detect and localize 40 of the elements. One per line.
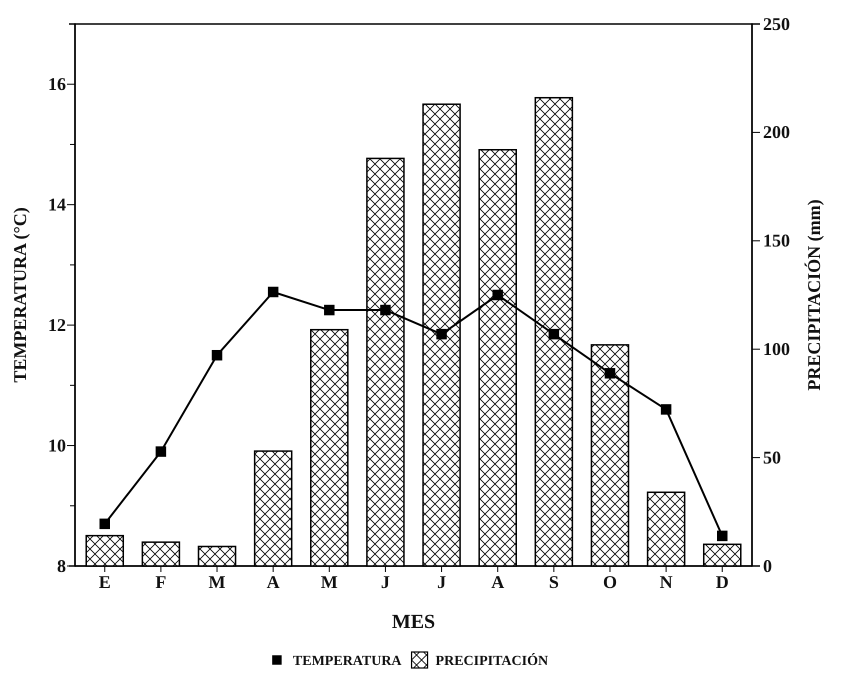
point	[436, 328, 447, 340]
x-tick-label: M	[208, 572, 226, 592]
x-tick-label: A	[491, 572, 504, 592]
point	[100, 518, 110, 530]
legend-label: PRECIPITACIÓN	[436, 652, 548, 669]
point	[604, 368, 616, 379]
point	[660, 404, 672, 415]
y-tick-label: 10	[48, 435, 66, 456]
point	[212, 350, 222, 360]
x-tick-label: O	[602, 572, 617, 592]
y2-tick-label: 150	[763, 230, 790, 251]
point	[268, 286, 278, 298]
y2-tick-label: 200	[763, 122, 790, 142]
point	[492, 290, 503, 300]
x-tick-label: N	[660, 572, 673, 592]
x-tick-label: E	[98, 572, 111, 592]
y2-axis-title: PRECIPITACIÓN (mm)	[804, 199, 824, 391]
x-tick-label: J	[380, 572, 390, 592]
y-tick-label: 14	[48, 194, 66, 214]
y2-tick-label: 50	[763, 447, 781, 468]
x-tick-label: M	[320, 572, 338, 592]
point	[324, 304, 335, 316]
y-tick-label: 16	[48, 74, 66, 94]
x-tick-label: D	[716, 572, 729, 592]
point	[717, 530, 728, 542]
x-tick-label: A	[266, 572, 280, 592]
x-tick-label: S	[548, 572, 559, 592]
y-axis-title: TEMPERATURA (°C)	[10, 207, 30, 383]
y2-tick-label: 100	[763, 338, 790, 359]
y2-tick-label: 0	[763, 556, 772, 576]
legend-label: TEMPERATURA	[292, 654, 402, 669]
point	[380, 304, 391, 316]
y-tick-label: 8	[57, 556, 66, 576]
y2-tick-label: 250	[763, 14, 790, 34]
x-tick-label: F	[155, 572, 166, 592]
point	[548, 328, 560, 340]
x-tick-label: J	[437, 572, 446, 592]
x-axis-title: MES	[392, 611, 436, 633]
point	[156, 446, 166, 457]
y-tick-label: 12	[48, 314, 66, 335]
